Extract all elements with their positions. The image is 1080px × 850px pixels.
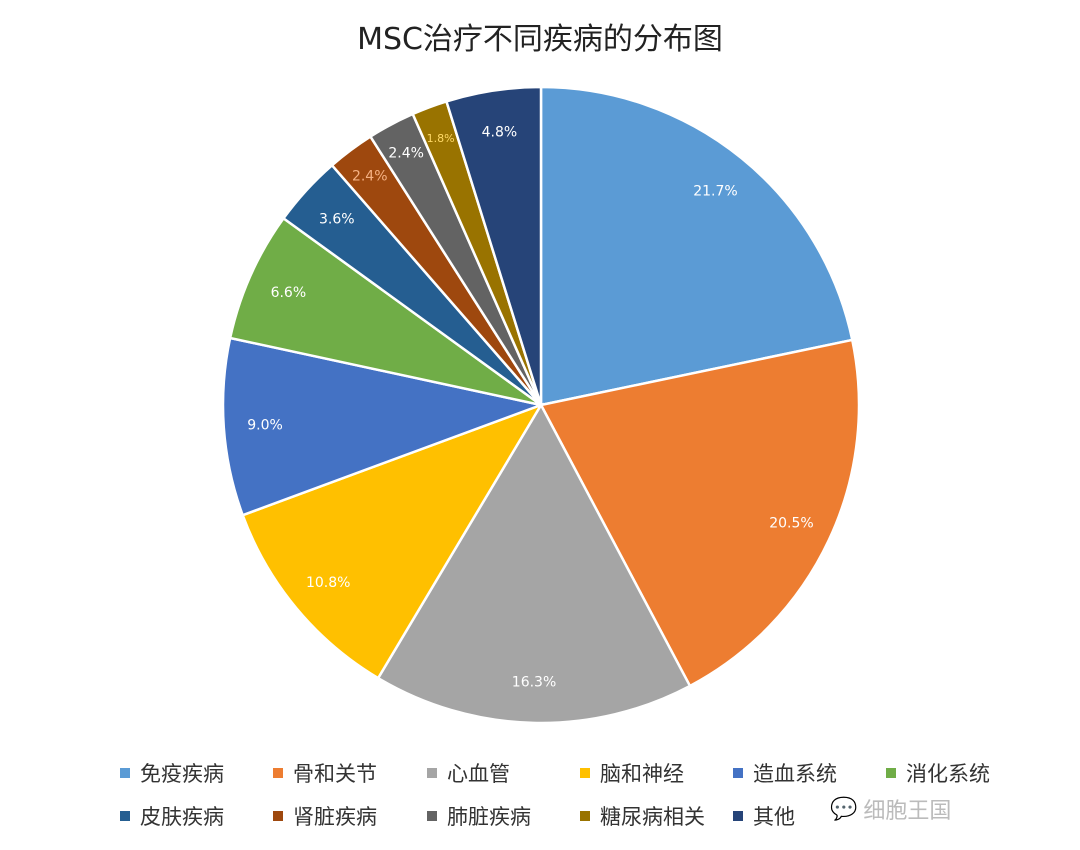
pie-slice-1 bbox=[539, 85, 854, 407]
data-label: 16.3% bbox=[512, 675, 556, 691]
legend-swatch bbox=[120, 768, 130, 778]
legend-swatch bbox=[580, 811, 590, 821]
pie-chart: 21.7% 20.5% 16.3% 10.8% 9.0% 6.6% 3.6% 2.4%2.4%… bbox=[221, 85, 861, 725]
chart-title: MSC治疗不同疾病的分布图 bbox=[357, 22, 723, 57]
legend-item: 其他 bbox=[733, 801, 795, 831]
legend-label: 糖尿病相关 bbox=[600, 805, 705, 829]
legend-label: 造血系统 bbox=[753, 762, 837, 786]
legend-swatch bbox=[427, 811, 437, 821]
pie-slice-3 bbox=[376, 402, 692, 725]
data-label: 9.0% bbox=[247, 418, 283, 434]
legend-label: 肺脏疾病 bbox=[447, 805, 531, 829]
pie-slice-6 bbox=[228, 216, 542, 407]
legend-item: 骨和关节 bbox=[273, 758, 377, 788]
legend-label: 消化系统 bbox=[906, 762, 990, 786]
legend-label: 脑和神经 bbox=[600, 762, 684, 786]
legend-label: 其他 bbox=[753, 805, 795, 829]
data-label: 6.6% bbox=[271, 285, 307, 301]
pie-slice-11 bbox=[444, 85, 543, 406]
watermark-text: 细胞王国 bbox=[863, 799, 952, 824]
legend-label: 皮肤疾病 bbox=[140, 805, 224, 829]
legend-item: 肺脏疾病 bbox=[427, 801, 531, 831]
legend-swatch bbox=[273, 811, 283, 821]
legend-item: 皮肤疾病 bbox=[120, 801, 224, 831]
legend-swatch bbox=[120, 811, 130, 821]
pie-slice-2 bbox=[539, 338, 861, 688]
legend-label: 骨和关节 bbox=[293, 762, 377, 786]
data-label: 4.8% bbox=[482, 124, 518, 140]
wechat-icon: 💬 bbox=[830, 796, 858, 822]
legend-item: 免疫疾病 bbox=[120, 758, 224, 788]
data-label: 1.8% bbox=[427, 132, 455, 145]
legend-swatch bbox=[580, 768, 590, 778]
pie-slice-5 bbox=[221, 336, 546, 517]
pie-slice-4 bbox=[241, 402, 544, 680]
data-label: 2.4% bbox=[388, 146, 424, 162]
data-label: 20.5% bbox=[769, 516, 813, 532]
legend-item: 肾脏疾病 bbox=[273, 801, 377, 831]
legend-item: 心血管 bbox=[427, 758, 510, 788]
legend-swatch bbox=[886, 768, 896, 778]
legend-label: 心血管 bbox=[447, 762, 510, 786]
data-label: 10.8% bbox=[306, 575, 350, 591]
data-label: 2.4% bbox=[352, 169, 388, 185]
watermark: 💬 细胞王国 bbox=[830, 793, 951, 825]
data-label: 3.6% bbox=[319, 211, 355, 227]
legend-swatch bbox=[273, 768, 283, 778]
legend-label: 免疫疾病 bbox=[140, 762, 224, 786]
legend-label: 肾脏疾病 bbox=[293, 805, 377, 829]
data-label: 21.7% bbox=[693, 183, 737, 199]
legend-item: 消化系统 bbox=[886, 758, 990, 788]
legend-item: 脑和神经 bbox=[580, 758, 684, 788]
legend-swatch bbox=[427, 768, 437, 778]
legend-swatch bbox=[733, 811, 743, 821]
legend-item: 糖尿病相关 bbox=[580, 801, 705, 831]
legend-item: 造血系统 bbox=[733, 758, 837, 788]
legend-swatch bbox=[733, 768, 743, 778]
